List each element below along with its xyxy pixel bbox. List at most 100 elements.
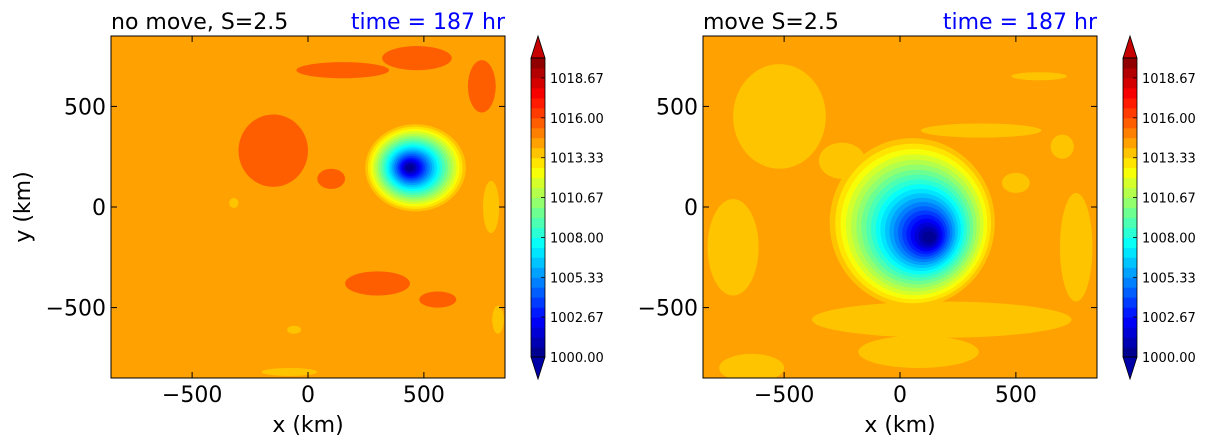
y-tick-label: 500 <box>656 95 698 120</box>
colorbar-segment <box>531 297 545 308</box>
contour-patch <box>419 291 457 308</box>
colorbar-segment <box>1123 77 1137 89</box>
colorbar-tick-label: 1013.33 <box>550 152 604 167</box>
contour-patch <box>1050 134 1074 159</box>
contour-patch <box>287 325 302 334</box>
colorbar-tick-label: 1000.00 <box>1142 351 1196 366</box>
colorbar-tick-label: 1016.00 <box>1142 112 1196 127</box>
axis-ticks: −500 0 500 −500 0 500 <box>638 36 1097 408</box>
panel-move: move S=2.5 time = 187 hr −500 0 500 −500 0 50… <box>638 10 1098 438</box>
panel-left-title: no move, S=2.5 <box>111 10 288 35</box>
colorbar-segment <box>531 207 545 219</box>
contour-patch <box>229 197 239 209</box>
colorbar-segment <box>1123 87 1137 99</box>
colorbar-segment <box>531 267 545 278</box>
contour-patch <box>238 114 308 187</box>
colorbar-frame <box>1122 57 1138 358</box>
contour-patch <box>382 46 452 71</box>
x-tick-label: 500 <box>995 383 1037 408</box>
contour-patch <box>317 168 346 189</box>
colorbar-tick-label: 1018.67 <box>550 72 604 87</box>
contour-plot <box>703 36 1097 378</box>
y-axis-label: y (km) <box>11 171 36 242</box>
colorbar-segment <box>1123 237 1137 248</box>
contour-background <box>111 36 505 378</box>
colorbar-tick-label: 1005.33 <box>1142 271 1196 286</box>
axis-ticks: −500 0 500 −500 0 500 <box>46 36 505 408</box>
colorbar-segment <box>531 237 545 248</box>
colorbar-segment <box>531 107 545 119</box>
colorbar-segment <box>1123 207 1137 219</box>
x-tick-label: 500 <box>403 383 445 408</box>
panel-right-title: time = 187 hr <box>943 10 1098 35</box>
contour-patch <box>1001 172 1030 193</box>
x-tick-label: 0 <box>893 383 907 408</box>
colorbar-segment <box>531 247 545 258</box>
colorbar-tick-label: 1008.00 <box>1142 231 1196 246</box>
colorbar-segment <box>1123 227 1137 238</box>
colorbar-segment <box>1123 297 1137 308</box>
colorbar-segment <box>1123 317 1137 328</box>
colorbar-segment <box>1123 346 1137 358</box>
colorbar-segment <box>531 327 545 338</box>
colorbar-segment <box>1123 177 1137 189</box>
colorbar-segment <box>531 346 545 358</box>
contour-patch <box>920 123 1042 138</box>
colorbar-tick-label: 1013.33 <box>1142 152 1196 167</box>
x-axis-label: x (km) <box>272 413 343 438</box>
panel-no-move: no move, S=2.5 time = 187 hr −500 0 500−50… <box>11 10 506 438</box>
contour-patch <box>811 301 1072 338</box>
contour-patch <box>719 353 785 378</box>
colorbar-tick-label: 1010.67 <box>550 191 604 206</box>
x-tick-label: 0 <box>301 383 315 408</box>
colorbar-segment <box>531 117 545 129</box>
colorbar-segment <box>531 147 545 159</box>
colorbar-tick-label: 1000.00 <box>550 351 604 366</box>
colorbar-segment <box>1123 247 1137 258</box>
colorbar-tick-label: 1018.67 <box>1142 72 1196 87</box>
vortex-core <box>922 231 936 244</box>
colorbar-segment <box>531 337 545 348</box>
colorbar-segment <box>1123 147 1137 159</box>
x-tick-label: −500 <box>162 383 222 408</box>
contour-patch <box>261 367 318 376</box>
colorbar-segment <box>1123 267 1137 278</box>
colorbar-segment <box>1123 97 1137 109</box>
contour-patch <box>733 64 826 169</box>
contour-patch <box>858 335 979 368</box>
colorbar-extend-max <box>530 34 546 59</box>
colorbar-segment <box>531 277 545 288</box>
y-tick-label: 0 <box>684 196 698 221</box>
contour-patch <box>707 198 759 296</box>
colorbar-tick-label: 1010.67 <box>1142 191 1196 206</box>
colorbar-tick-label: 1002.67 <box>550 311 604 326</box>
x-axis-label: x (km) <box>864 413 935 438</box>
colorbar-segment <box>531 197 545 208</box>
colorbar-segment <box>531 68 545 79</box>
colorbar-segment <box>531 287 545 298</box>
y-tick-label: −500 <box>638 297 698 322</box>
vortex-core <box>405 164 415 171</box>
colorbar-segment <box>1123 257 1137 268</box>
y-tick-label: 0 <box>92 196 106 221</box>
colorbar-segment <box>1123 157 1137 169</box>
panel-right-title: time = 187 hr <box>351 10 506 35</box>
colorbar-segment <box>1123 127 1137 139</box>
colorbar-tick-label: 1002.67 <box>1142 311 1196 326</box>
colorbar-segment <box>1123 307 1137 318</box>
colorbar-segment <box>531 137 545 149</box>
colorbar-segment <box>1123 187 1137 198</box>
colorbar-segment <box>1123 277 1137 288</box>
contour-patch <box>1059 192 1093 302</box>
colorbar: 1000.00 1002.67 1005.33 1008.00 1010.67 1013.… <box>530 34 604 381</box>
colorbar-segment <box>531 97 545 109</box>
colorbar-segment <box>1123 137 1137 149</box>
y-tick-label: −500 <box>46 297 106 322</box>
colorbar-segment <box>531 307 545 318</box>
colorbar-segment <box>1123 107 1137 119</box>
colorbar-segment <box>1123 217 1137 228</box>
y-tick-label: 500 <box>64 95 106 120</box>
contour-patch <box>296 62 390 79</box>
colorbar-segment <box>1123 68 1137 79</box>
